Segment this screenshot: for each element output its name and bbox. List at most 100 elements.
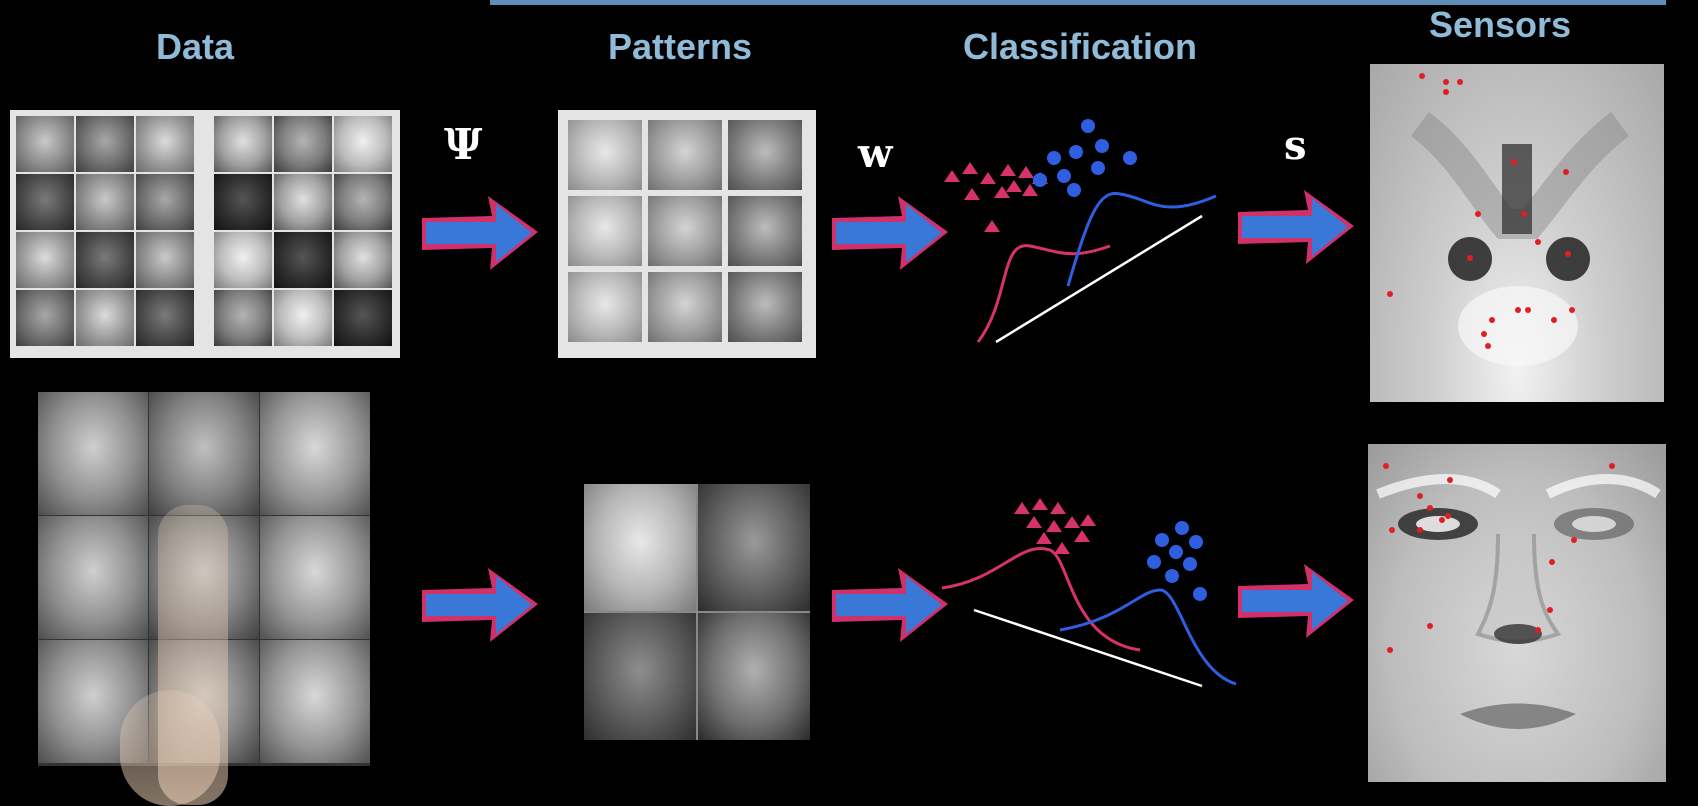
classification-plot-cats-dogs	[944, 119, 1217, 344]
dot-marker	[1081, 119, 1095, 133]
sensor-dot	[1427, 505, 1433, 511]
sensor-dot	[1443, 79, 1449, 85]
sensor-dot	[1551, 317, 1557, 323]
pattern-tile	[728, 272, 802, 342]
arrow-classification-to-sensors-1	[1238, 190, 1354, 264]
face-photo-tile	[149, 392, 259, 515]
cat-photo-tile	[76, 232, 134, 288]
triangle-marker	[1080, 514, 1096, 526]
sensor-dot	[1547, 607, 1553, 613]
sensor-dot	[1549, 559, 1555, 565]
cat-photo-tile	[136, 232, 194, 288]
dot-marker	[1183, 557, 1197, 571]
sensor-dot	[1515, 307, 1521, 313]
triangle-marker	[1014, 502, 1030, 514]
dot-marker	[1169, 545, 1183, 559]
class-b-dots	[1147, 521, 1207, 601]
symbol-psi: Ψ	[444, 120, 483, 169]
triangle-marker	[1006, 180, 1022, 192]
sensor-dot	[1443, 89, 1449, 95]
sensor-map-features-1	[1387, 73, 1630, 366]
dot-marker	[1189, 535, 1203, 549]
cat-photo-tile	[136, 290, 194, 346]
triangle-marker	[1064, 516, 1080, 528]
dog-photo-tile	[214, 290, 272, 346]
dot-marker	[1067, 183, 1081, 197]
pattern-tile	[568, 120, 642, 190]
triangle-marker	[1032, 498, 1048, 510]
arrow-data-to-patterns-1	[422, 196, 538, 270]
dot-marker	[1095, 139, 1109, 153]
face-photo-tile	[260, 516, 370, 639]
eigenface-tile	[698, 613, 810, 740]
sensor-dot	[1389, 527, 1395, 533]
sensor-dots	[1387, 73, 1575, 349]
class-b-dots	[1033, 119, 1137, 197]
sensor-dot	[1571, 537, 1577, 543]
eigenface-tile	[584, 484, 696, 611]
hand-palm-overlay	[120, 690, 220, 806]
cat-photo-tile	[136, 116, 194, 172]
symbol-s: s	[1284, 122, 1307, 169]
triangle-marker	[964, 188, 980, 200]
face-photo-tile	[260, 392, 370, 515]
sensor-dot	[1485, 343, 1491, 349]
header-classification: Classification	[962, 26, 1198, 67]
triangle-marker	[1054, 542, 1070, 554]
cat-photo-tile	[16, 290, 74, 346]
cat-photo-tile	[76, 116, 134, 172]
dot-marker	[1047, 151, 1061, 165]
cat-photo-tile	[16, 116, 74, 172]
arrow-patterns-to-classification-1	[832, 196, 948, 270]
cats-dogs-grid	[10, 110, 400, 358]
sensor-dot	[1427, 623, 1433, 629]
slide-top-bar	[490, 0, 1666, 5]
dog-photo-tile	[274, 232, 332, 288]
sensor-dot	[1417, 527, 1423, 533]
sensor-dot	[1475, 211, 1481, 217]
sensor-dot	[1521, 211, 1527, 217]
sensor-dot	[1511, 159, 1517, 165]
sensor-dot	[1535, 627, 1541, 633]
triangle-marker	[1000, 164, 1016, 176]
sensor-dot	[1387, 647, 1393, 653]
sensor-dot	[1447, 477, 1453, 483]
sensor-map-cats-dogs	[1370, 64, 1664, 402]
decision-line	[995, 214, 1203, 344]
eigenface-tile	[698, 484, 810, 611]
sensor-dot	[1525, 307, 1531, 313]
pattern-tile	[728, 120, 802, 190]
dot-marker	[1193, 587, 1207, 601]
dog-photo-tile	[214, 174, 272, 230]
header-data: Data	[155, 26, 235, 67]
triangle-marker	[1018, 166, 1034, 178]
sensor-dot	[1481, 331, 1487, 337]
sensor-dot	[1383, 463, 1389, 469]
arrow-patterns-to-classification-2	[832, 568, 948, 642]
triangle-marker	[1022, 184, 1038, 196]
triangle-marker	[1036, 532, 1052, 544]
pattern-tile	[568, 272, 642, 342]
dot-marker	[1175, 521, 1189, 535]
dot-marker	[1091, 161, 1105, 175]
sensor-dot	[1535, 239, 1541, 245]
sensor-dots	[1383, 463, 1615, 653]
cat-photo-tile	[136, 174, 194, 230]
face-photo-tile	[260, 640, 370, 763]
sensor-dot	[1467, 255, 1473, 261]
dot-marker	[1147, 555, 1161, 569]
triangle-marker	[1046, 520, 1062, 532]
dot-marker	[1057, 169, 1071, 183]
dot-marker	[1069, 145, 1083, 159]
sensor-dot	[1489, 317, 1495, 323]
sensor-dot	[1417, 493, 1423, 499]
header-patterns: Patterns	[607, 26, 753, 67]
triangle-marker	[962, 162, 978, 174]
dog-photo-tile	[274, 174, 332, 230]
decision-line	[973, 608, 1203, 688]
pattern-tile	[728, 196, 802, 266]
cat-photo-tile	[16, 232, 74, 288]
class-a-distribution-curve	[976, 244, 1111, 343]
triangle-marker	[1026, 516, 1042, 528]
dog-photo-tile	[274, 116, 332, 172]
